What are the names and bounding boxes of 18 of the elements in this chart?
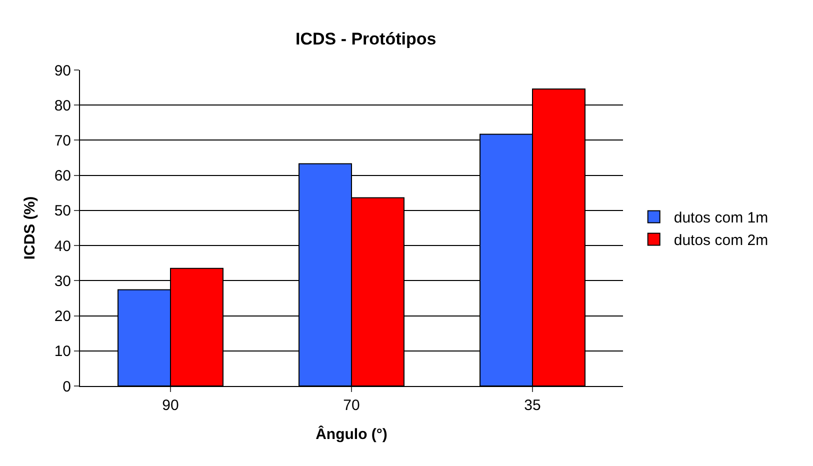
y-tick-label: 60 [54, 168, 71, 185]
x-tick-label: 90 [162, 397, 179, 414]
y-tick-label: 90 [54, 62, 71, 80]
legend-label: dutos com 2m [674, 232, 768, 250]
y-tick-label: 10 [54, 343, 71, 360]
x-tick-label: 35 [524, 397, 541, 414]
legend-label: dutos com 1m [674, 210, 768, 227]
y-tick-label: 50 [54, 202, 71, 220]
x-tick-label: 70 [343, 397, 360, 414]
y-tick-label: 20 [54, 308, 71, 326]
y-tick-label: 80 [54, 97, 71, 114]
y-tick-label: 40 [54, 238, 71, 255]
y-tick-label: 30 [54, 272, 71, 290]
x-axis-title: Ângulo (°) [316, 425, 388, 443]
y-axis-title: ICDS (%) [22, 196, 39, 260]
chart-title: ICDS - Protótipos [295, 30, 436, 49]
y-tick-label: 70 [54, 132, 71, 150]
y-tick-label: 0 [62, 378, 71, 396]
